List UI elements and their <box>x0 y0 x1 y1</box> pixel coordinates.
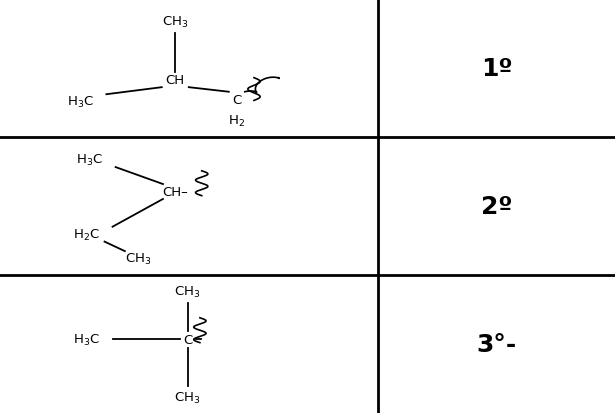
Text: 2º: 2º <box>481 195 512 218</box>
Text: CH$_3$: CH$_3$ <box>174 285 201 299</box>
Text: H$_3$C: H$_3$C <box>73 332 100 347</box>
Text: CH$_3$: CH$_3$ <box>125 252 152 266</box>
Text: 3°-: 3°- <box>477 332 517 356</box>
Text: C: C <box>232 93 242 107</box>
Text: H$_3$C: H$_3$C <box>76 153 103 168</box>
Text: H$_2$C: H$_2$C <box>73 227 100 242</box>
Text: CH: CH <box>165 74 185 87</box>
Text: H$_3$C: H$_3$C <box>66 95 93 110</box>
Text: CH–: CH– <box>162 185 188 199</box>
Text: H$_2$: H$_2$ <box>228 114 245 129</box>
Text: C: C <box>183 333 192 346</box>
Text: CH$_3$: CH$_3$ <box>174 390 201 405</box>
Text: CH$_3$: CH$_3$ <box>162 15 189 30</box>
Text: 1º: 1º <box>481 57 512 81</box>
